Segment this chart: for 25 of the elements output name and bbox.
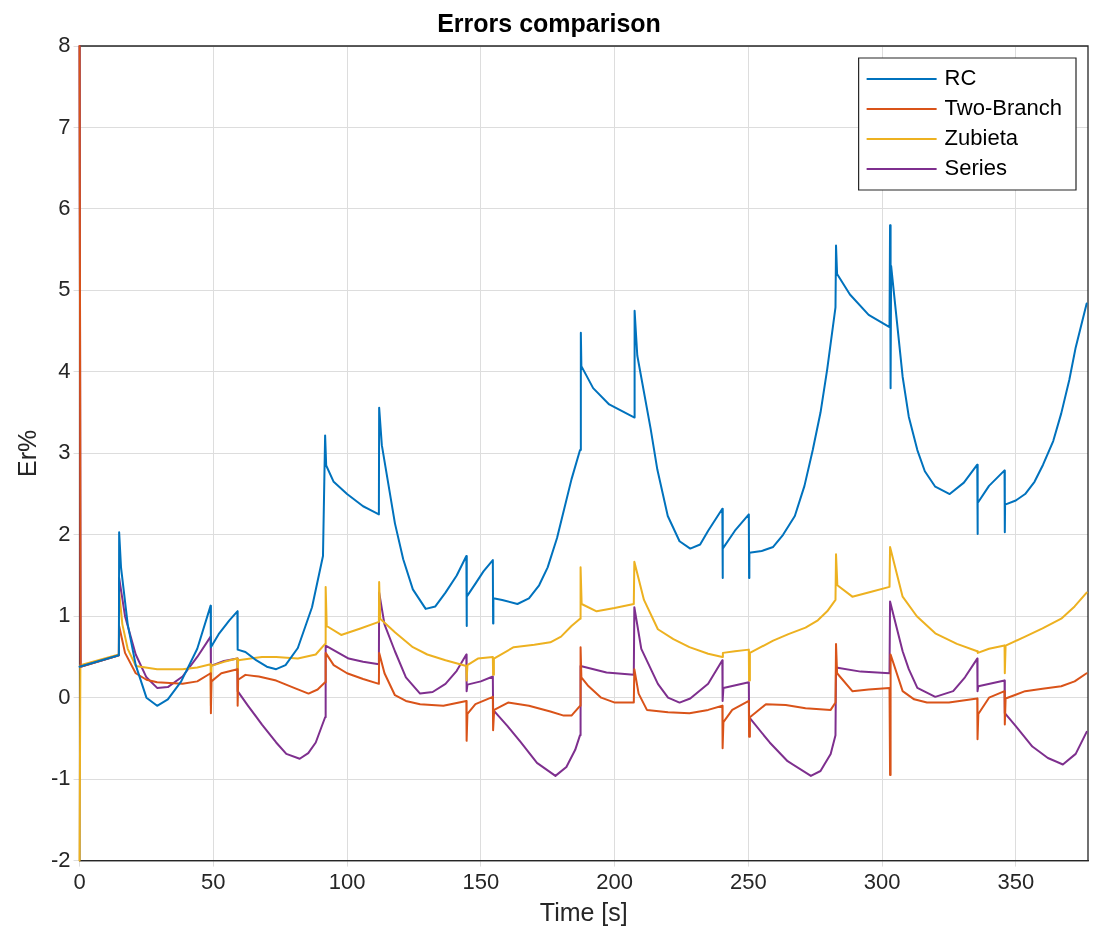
x-tick-label: 300 xyxy=(863,868,901,894)
y-tick-label: -1 xyxy=(51,765,71,791)
chart-title: Errors comparison xyxy=(437,8,661,37)
y-tick-label: 4 xyxy=(58,357,71,383)
y-tick-label: 5 xyxy=(58,276,71,302)
y-tick-label: 8 xyxy=(58,32,71,58)
legend-label: Series xyxy=(944,155,1007,181)
x-tick-label: 150 xyxy=(462,868,500,894)
x-tick-label: 200 xyxy=(596,868,633,894)
y-tick-label: 0 xyxy=(58,683,71,709)
x-tick-label: 100 xyxy=(328,868,366,894)
x-axis-title: Time [s] xyxy=(539,897,628,926)
y-tick-label: -2 xyxy=(51,846,71,872)
legend-label: RC xyxy=(944,65,977,91)
y-tick-label: 7 xyxy=(58,113,71,139)
legend-label: Two-Branch xyxy=(944,95,1063,121)
legend-label: Zubieta xyxy=(944,125,1019,151)
x-tick-label: 350 xyxy=(997,868,1035,894)
x-tick-label: 250 xyxy=(729,868,767,894)
x-tick-label: 50 xyxy=(201,868,226,894)
y-tick-label: 3 xyxy=(58,439,71,465)
y-tick-label: 2 xyxy=(58,520,71,546)
y-axis-title: Er% xyxy=(12,429,41,477)
y-tick-label: 1 xyxy=(58,602,71,628)
y-tick-label: 6 xyxy=(58,194,71,220)
